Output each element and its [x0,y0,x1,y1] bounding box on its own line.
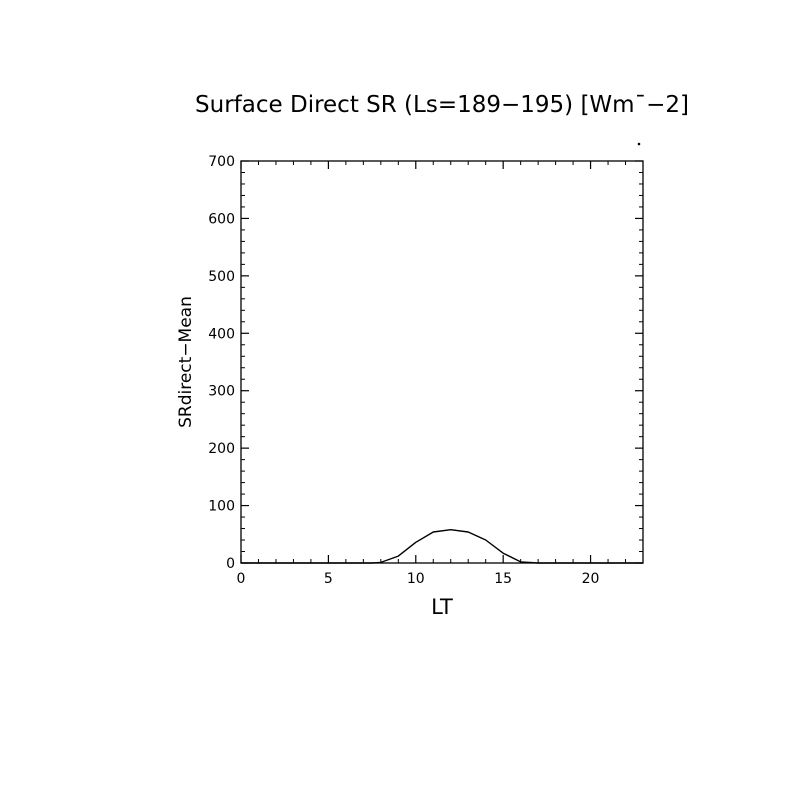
series-line [241,529,643,564]
y-tick-label: 0 [226,556,235,572]
y-axis-label: SRdirect−Mean [176,296,196,428]
y-tick-label: 400 [208,326,235,342]
y-tick-label: 600 [208,211,235,227]
series-group [241,529,643,564]
x-tick-label: 15 [494,571,512,587]
x-tick-label: 20 [582,571,600,587]
y-tick-label: 300 [208,384,235,400]
plot-frame [240,160,644,564]
y-tick-label: 700 [208,154,235,170]
x-tick-label: 5 [324,571,333,587]
y-minor-ticks [241,171,643,553]
x-tick-label: 10 [407,571,425,587]
y-tick-label: 500 [208,269,235,285]
x-axis-label: LT [431,595,453,619]
x-tick-label: 0 [237,571,246,587]
corner-dot-marker [637,142,641,146]
y-tick-label: 100 [208,499,235,515]
x-major-ticks: 0 5 10 15 20 [237,161,600,587]
x-minor-ticks [257,161,644,563]
y-major-ticks: 0 100 200 300 400 500 600 700 [208,154,643,572]
chart-title: Surface Direct SR (Ls=189−195) [Wm¯−2] [195,92,689,118]
y-tick-label: 200 [208,441,235,457]
